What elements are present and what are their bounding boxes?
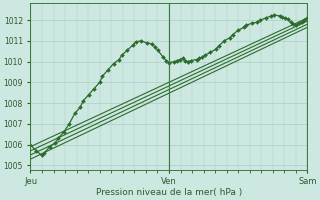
X-axis label: Pression niveau de la mer( hPa ): Pression niveau de la mer( hPa ): [96, 188, 242, 197]
